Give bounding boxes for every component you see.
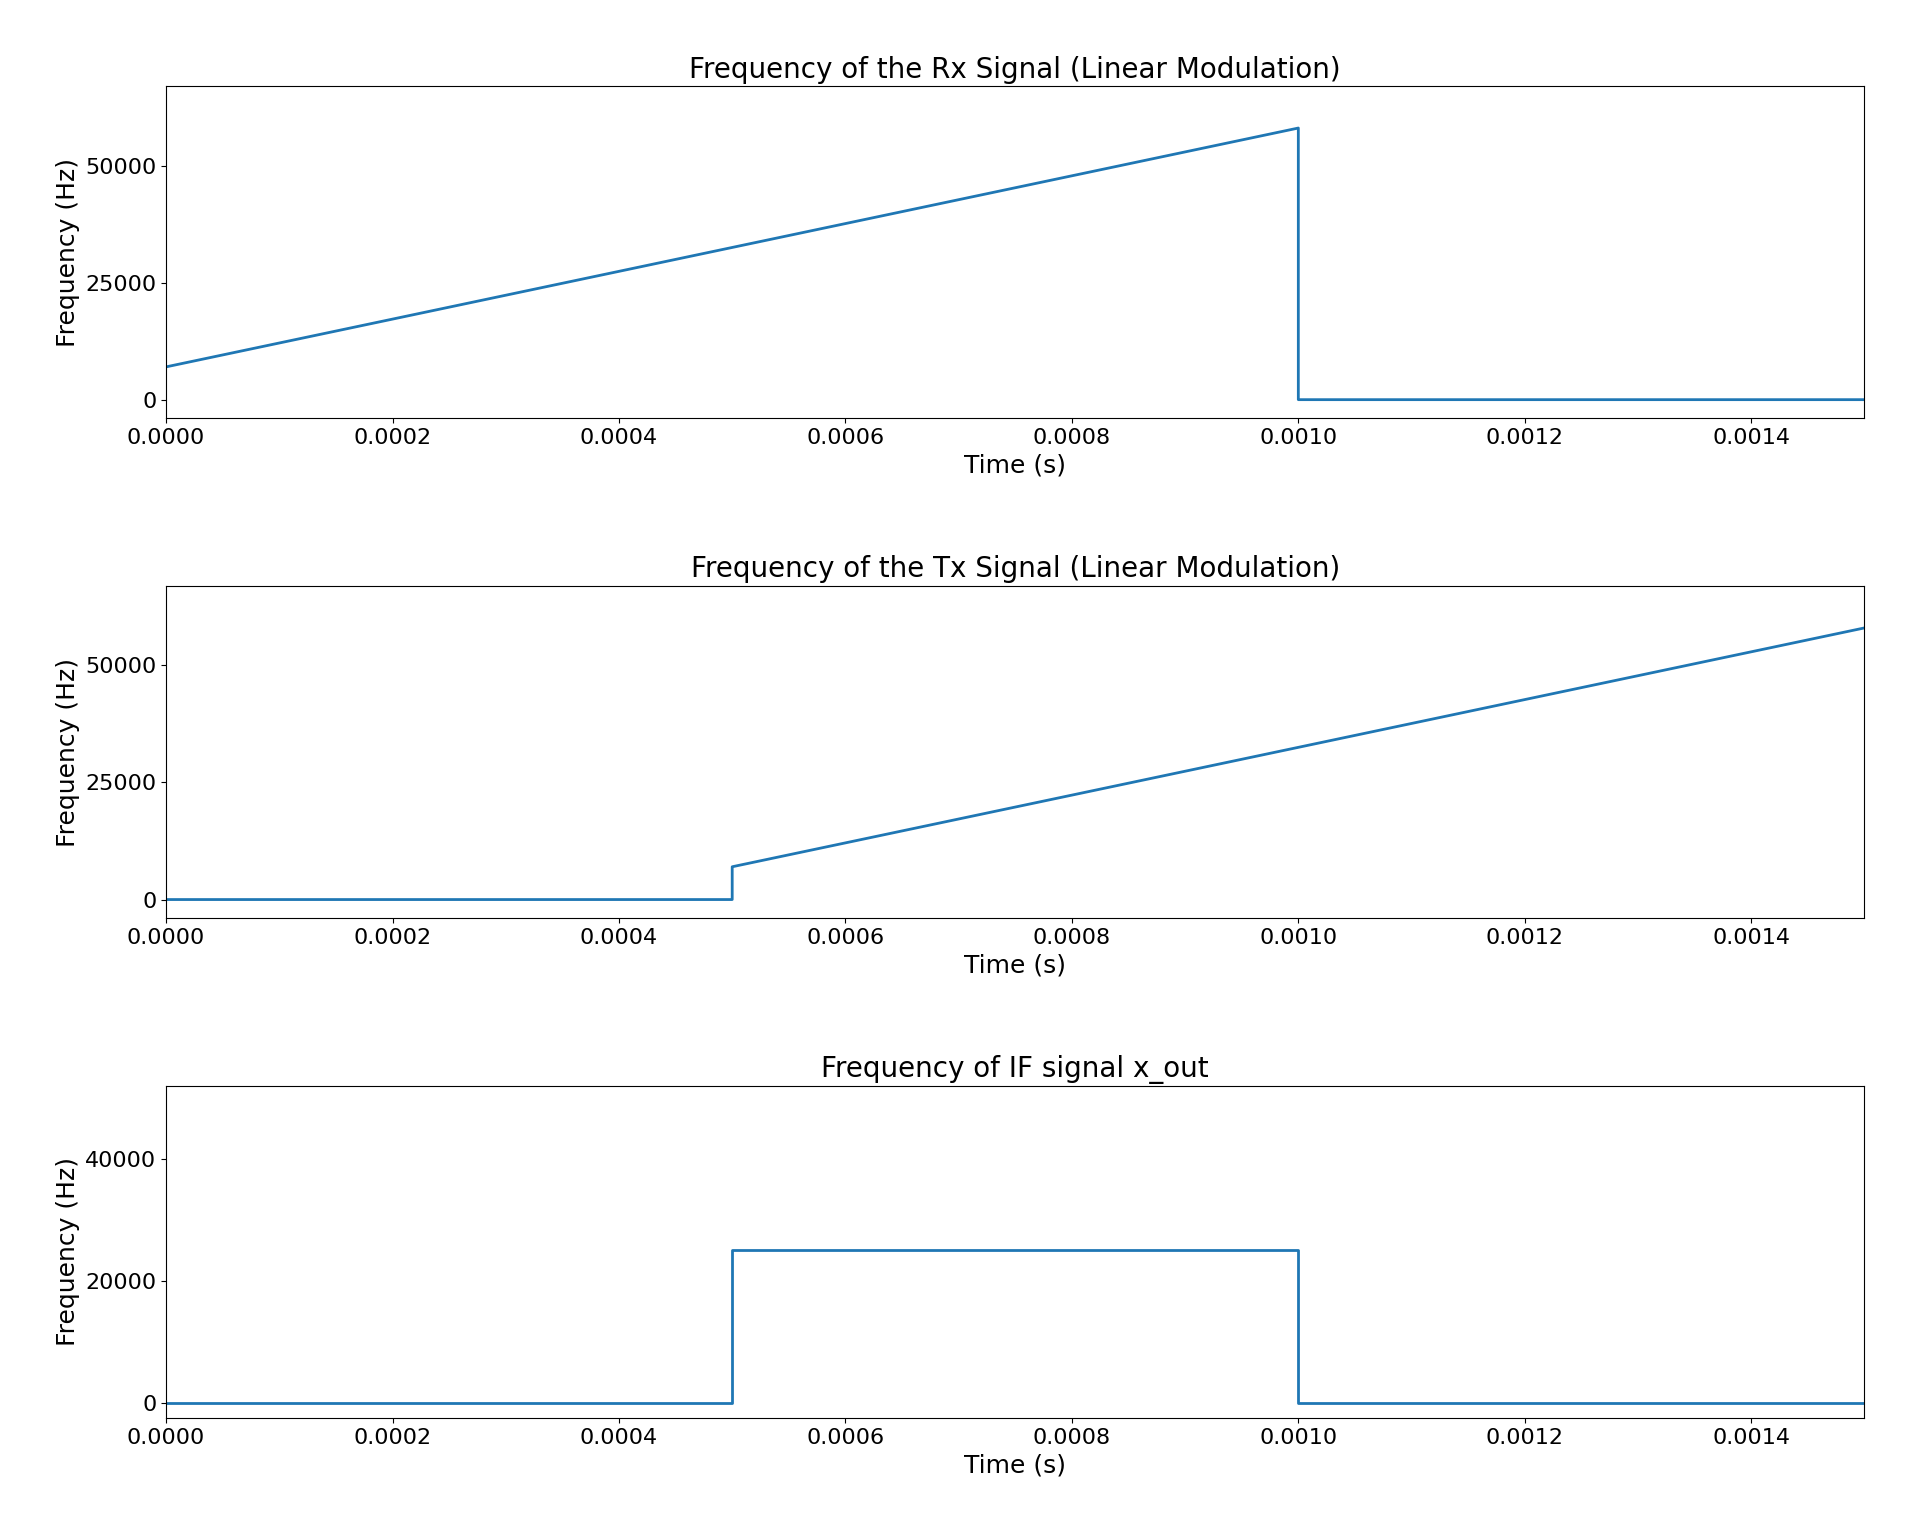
Y-axis label: Frequency (Hz): Frequency (Hz): [56, 158, 79, 346]
X-axis label: Time (s): Time (s): [964, 954, 1066, 978]
Title: Frequency of the Tx Signal (Linear Modulation): Frequency of the Tx Signal (Linear Modul…: [691, 555, 1340, 584]
Title: Frequency of the Rx Signal (Linear Modulation): Frequency of the Rx Signal (Linear Modul…: [689, 55, 1340, 84]
Y-axis label: Frequency (Hz): Frequency (Hz): [56, 1157, 81, 1346]
X-axis label: Time (s): Time (s): [964, 1453, 1066, 1478]
X-axis label: Time (s): Time (s): [964, 454, 1066, 478]
Title: Frequency of IF signal x_out: Frequency of IF signal x_out: [822, 1055, 1210, 1084]
Y-axis label: Frequency (Hz): Frequency (Hz): [56, 658, 79, 846]
